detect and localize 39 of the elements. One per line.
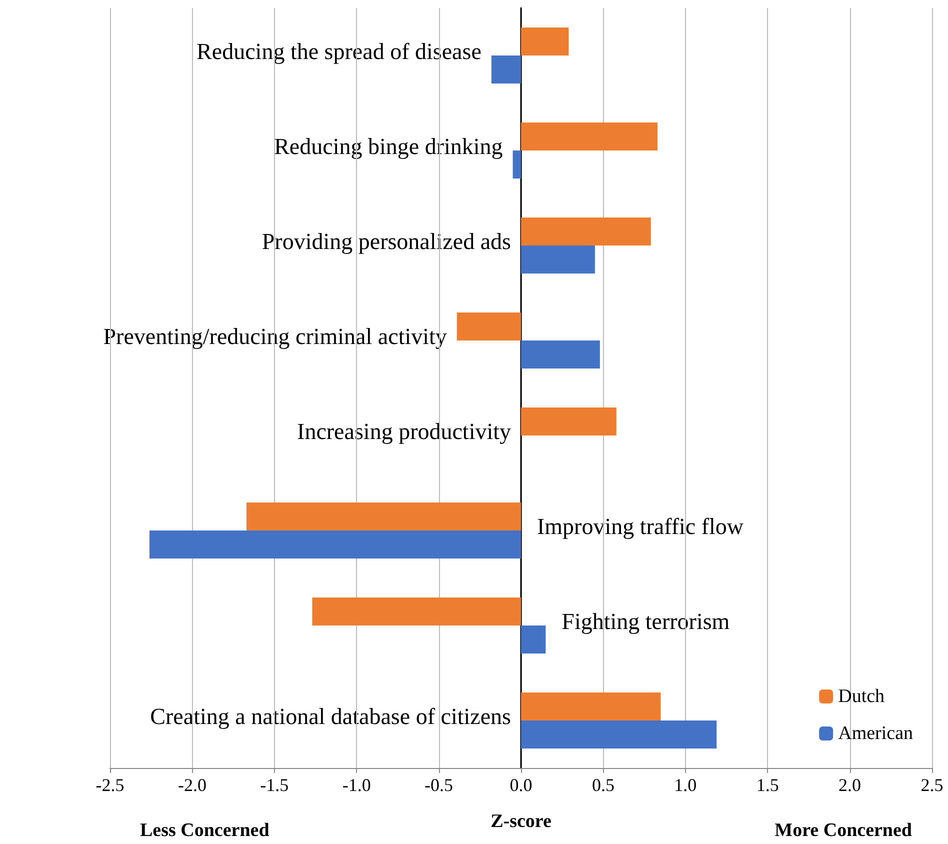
x-tick-label: 1.5: [756, 775, 779, 795]
x-tick-label: -0.5: [424, 775, 454, 795]
y-tick-label: Fighting terrorism: [562, 609, 730, 634]
bar: [521, 28, 569, 56]
y-tick-label: Increasing productivity: [297, 419, 512, 444]
x-tick-label: 2.0: [838, 775, 862, 795]
x-tick-label: -1.0: [342, 775, 371, 795]
bar: [521, 408, 616, 436]
x-tick-label: -2.0: [178, 775, 206, 795]
bar: [512, 150, 521, 178]
bar: [521, 218, 651, 246]
bar: [456, 312, 521, 340]
legend-label: American: [838, 723, 914, 744]
y-tick-label: Creating a national database of citizens: [150, 704, 512, 729]
bar: [246, 502, 521, 530]
y-tick-label: Reducing the spread of disease: [196, 39, 482, 64]
x-tick-label: 0.5: [592, 775, 614, 795]
x-tick-label: -1.5: [260, 775, 289, 795]
text: Less Concerned: [140, 820, 270, 841]
bar: [521, 626, 546, 654]
bar: [521, 340, 600, 368]
x-axis-title: Z-score: [490, 811, 552, 832]
bar: [521, 720, 717, 748]
x-tick-label: 2.5: [920, 775, 944, 795]
y-tick-label: Improving traffic flow: [537, 514, 744, 539]
bar: [312, 598, 521, 626]
x-tick-label: -2.5: [96, 775, 124, 795]
bar: [491, 56, 521, 84]
y-tick-label: Providing personalized ads: [262, 229, 512, 254]
bar: [521, 122, 658, 150]
x-tick-label: 1.0: [674, 775, 697, 795]
legend-label: Dutch: [838, 686, 886, 707]
text: More Concerned: [774, 820, 912, 841]
x-tick-label: 0.0: [510, 775, 532, 795]
bar: [149, 530, 521, 558]
bar: [521, 246, 595, 274]
bar: [521, 692, 661, 720]
y-tick-label: Preventing/reducing criminal activity: [103, 324, 448, 349]
y-tick-label: Reducing binge drinking: [274, 134, 504, 159]
